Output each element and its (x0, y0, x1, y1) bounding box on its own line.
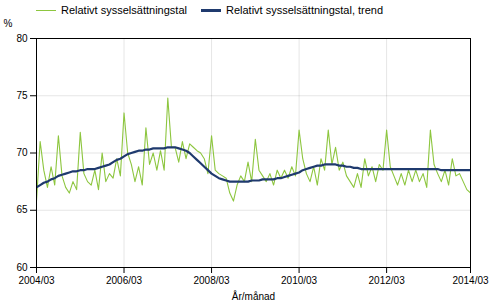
html-text:Relativt sysselsättningstal, t: Relativt sysselsättningstal, trend (226, 4, 384, 16)
svg-text:75: 75 (16, 90, 28, 101)
svg-text:60: 60 (16, 262, 28, 273)
svg-text:År/månad: År/månad (232, 290, 275, 302)
svg-text:2014/03: 2014/03 (452, 275, 489, 286)
svg-text:2008/03: 2008/03 (193, 275, 230, 286)
svg-text:2012/03: 2012/03 (369, 275, 406, 286)
svg-text:2006/03: 2006/03 (106, 275, 143, 286)
svg-text:%: % (4, 18, 13, 29)
html-text:Relativt sysselsättningstal: Relativt sysselsättningstal (61, 4, 187, 16)
svg-text:2010/03: 2010/03 (281, 275, 318, 286)
svg-text:65: 65 (16, 204, 28, 215)
svg-text:2004/03: 2004/03 (18, 275, 55, 286)
svg-text:80: 80 (16, 33, 28, 44)
svg-text:70: 70 (16, 147, 28, 158)
